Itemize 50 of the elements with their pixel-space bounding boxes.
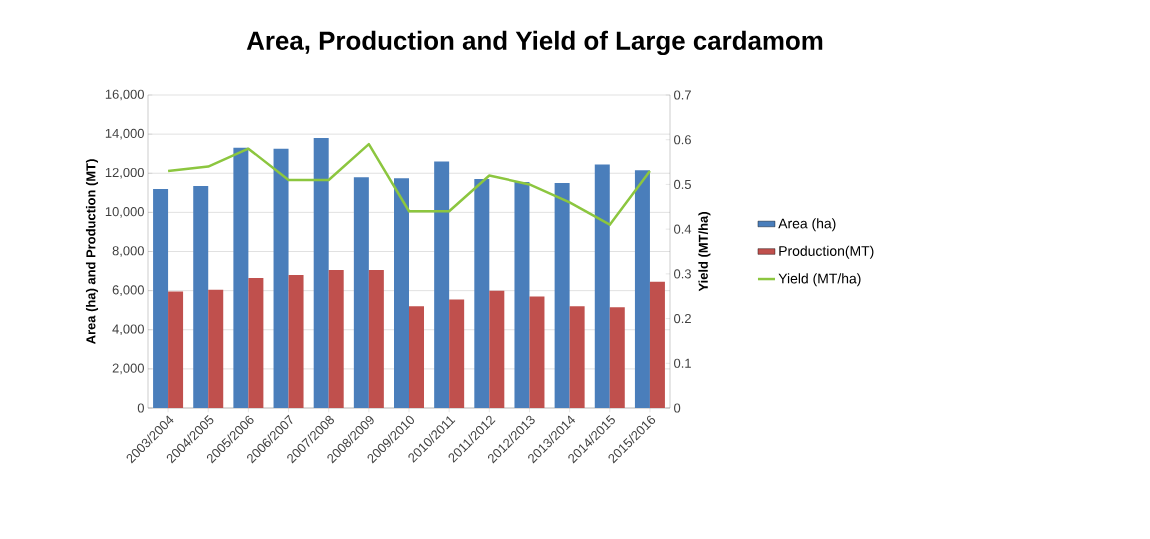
- bar: [554, 183, 570, 408]
- legend-label: Production(MT): [779, 245, 874, 259]
- bar: [208, 289, 224, 408]
- bar: [449, 299, 465, 408]
- y-tick-label: 4,000: [112, 324, 144, 336]
- bar: [288, 274, 304, 408]
- bar: [153, 188, 169, 408]
- y-tick-label: 0: [137, 403, 144, 413]
- bar: [474, 179, 490, 408]
- bar: [489, 290, 505, 408]
- y2-axis-title: Yield (MT/ha): [698, 212, 711, 292]
- y-tick-label: 16,000: [105, 89, 144, 101]
- bar: [529, 296, 545, 408]
- bar: [569, 306, 585, 408]
- bar: [594, 164, 610, 408]
- bar: [168, 291, 184, 408]
- y-axis-title: Area (ha) and Production (MT): [85, 159, 99, 344]
- bar: [353, 177, 369, 408]
- bar: [434, 161, 450, 408]
- bar: [273, 148, 289, 408]
- y-tick-label: 14,000: [105, 128, 144, 140]
- bar: [193, 185, 209, 408]
- legend-label: Yield (MT/ha): [778, 273, 861, 287]
- bar: [634, 170, 650, 408]
- bar: [394, 178, 409, 408]
- legend-label: Area (ha): [778, 218, 836, 232]
- bar: [328, 270, 344, 408]
- y2-tick-label: 0.4: [674, 224, 692, 234]
- y-tick-label: 2,000: [112, 363, 144, 375]
- y2-tick-label: 0.1: [674, 358, 691, 368]
- y2-tick-label: 0: [674, 403, 681, 413]
- y2-tick-label: 0.7: [674, 90, 691, 100]
- y-tick-label: 6,000: [112, 285, 144, 296]
- y-tick-label: 12,000: [105, 167, 144, 179]
- bar: [248, 277, 264, 408]
- bar: [514, 182, 530, 408]
- bar: [609, 307, 625, 408]
- y-tick-label: 8,000: [112, 246, 144, 257]
- bar: [233, 147, 249, 408]
- y2-tick-label: 0.2: [674, 313, 691, 324]
- y-tick-label: 10,000: [105, 207, 144, 218]
- bar: [368, 270, 384, 408]
- bar: [313, 138, 329, 408]
- line-series: [166, 142, 652, 226]
- bar: [409, 306, 424, 408]
- y2-tick-label: 0.6: [674, 135, 691, 145]
- chart-title: Area, Production and Yield of Large cardamom: [246, 30, 823, 56]
- bar: [649, 281, 665, 408]
- y2-tick-label: 0.5: [674, 179, 691, 190]
- y2-tick-label: 0.3: [674, 269, 691, 279]
